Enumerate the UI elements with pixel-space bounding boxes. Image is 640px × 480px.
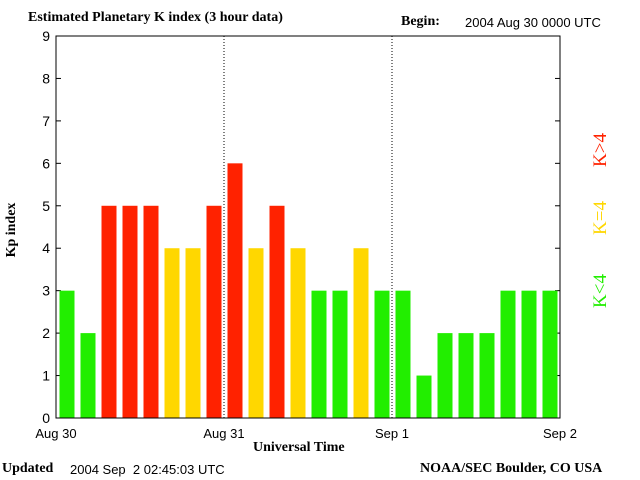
kp-bar [122,205,138,418]
kp-bar [269,205,285,418]
legend-equal: K=4 [590,201,611,235]
x-tick-label: Aug 30 [35,426,76,441]
y-axis-label: Kp index [4,202,19,258]
updated-value: 2004 Sep 2 02:45:03 UTC [70,462,225,477]
kp-bar [332,290,348,418]
bars [59,163,558,418]
kp-bar [542,290,558,418]
x-tick-label: Aug 31 [203,426,244,441]
kp-bar [521,290,537,418]
y-tick-label: 0 [42,410,50,426]
y-tick-label: 7 [42,113,50,129]
x-axis-label: Universal Time [253,440,345,455]
y-tick-label: 3 [42,283,50,299]
legend-high: K>4 [590,133,611,167]
kp-bar [248,248,264,418]
kp-bar [59,290,75,418]
y-tick-label: 9 [42,28,50,44]
kp-bar [437,333,453,418]
kp-bar [227,163,243,418]
kp-bar [164,248,180,418]
legend-low: K<4 [590,274,611,308]
y-tick-label: 5 [42,198,50,214]
kp-bar [479,333,495,418]
y-tick-label: 6 [42,155,50,171]
kp-bar [80,333,96,418]
begin-value: 2004 Aug 30 0000 UTC [465,15,601,30]
y-tick-label: 8 [42,70,50,86]
y-tick-label: 4 [42,240,50,256]
kp-bar [395,290,411,418]
kp-bar [185,248,201,418]
kp-bar [374,290,390,418]
x-tick-label: Sep 2 [543,426,577,441]
credit: NOAA/SEC Boulder, CO USA [420,461,603,476]
kp-bar [353,248,369,418]
kp-bar [206,205,222,418]
x-tick-label: Sep 1 [375,426,409,441]
kp-bar [101,205,117,418]
chart-title: Estimated Planetary K index (3 hour data… [28,10,283,25]
begin-label: Begin: [401,14,440,29]
x-tick-labels: Aug 30 Aug 31 Sep 1 Sep 2 [35,426,577,441]
y-tick-label: 2 [42,325,50,341]
plot-frame [55,35,561,419]
day-dividers [223,36,393,418]
kp-bar [458,333,474,418]
updated-label: Updated [2,461,54,476]
kp-bar [143,205,159,418]
kp-bar [311,290,327,418]
kp-bar [500,290,516,418]
y-tick-labels: 0 1 2 3 4 5 6 7 8 9 [42,28,50,426]
kp-bar [416,375,432,418]
y-tick-label: 1 [42,368,50,384]
kp-bar [290,248,306,418]
